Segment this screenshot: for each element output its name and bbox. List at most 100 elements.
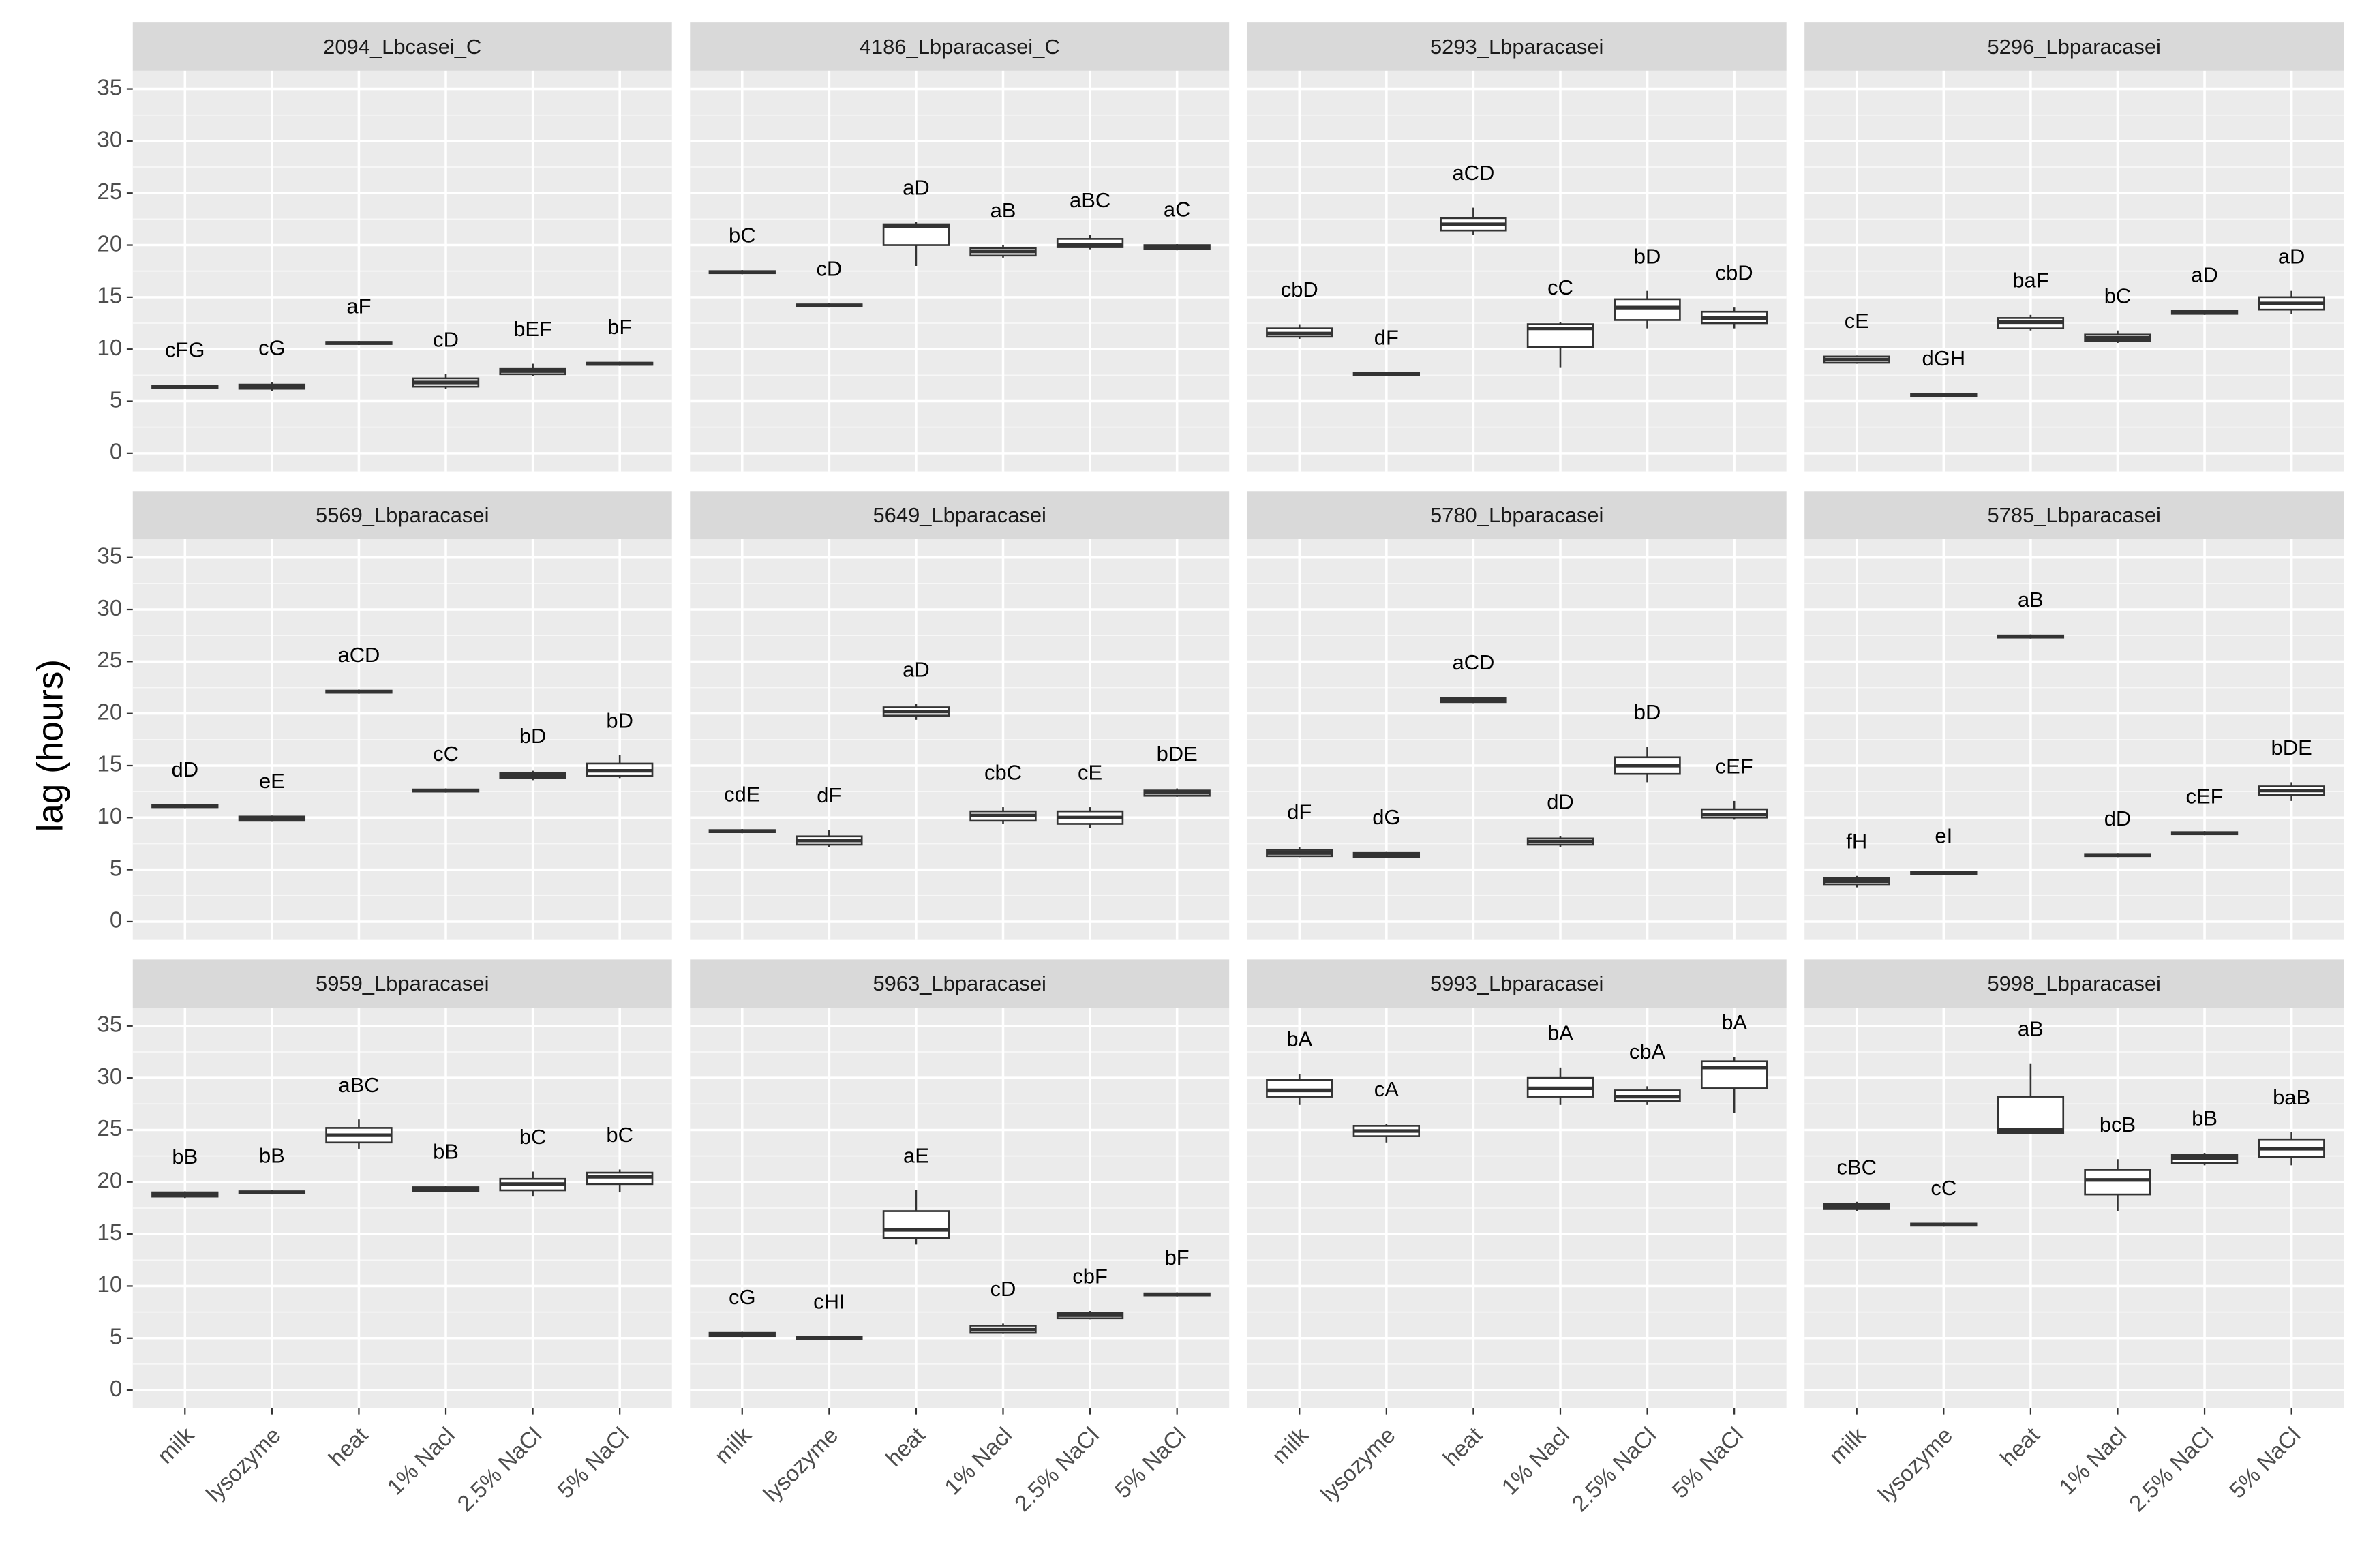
group-label: fH bbox=[1846, 829, 1867, 853]
group-label: bC bbox=[729, 224, 756, 247]
group-label: aD bbox=[2278, 244, 2305, 268]
x-tick-label: milk bbox=[1267, 1423, 1314, 1469]
x-tick-label: 1% Nacl bbox=[2055, 1423, 2132, 1500]
group-label: dF bbox=[1287, 800, 1312, 824]
strip-title: 5293_Lbparacasei bbox=[1430, 35, 1603, 59]
group-label: dD bbox=[2104, 806, 2132, 830]
group-label: aCD bbox=[1452, 161, 1494, 185]
y-tick-label: 20 bbox=[97, 699, 122, 725]
y-tick-label: 15 bbox=[97, 752, 122, 777]
group-label: aB bbox=[2018, 1016, 2044, 1040]
box bbox=[882, 1210, 950, 1239]
group-label: cEF bbox=[2186, 785, 2224, 809]
y-tick-label: 0 bbox=[110, 440, 122, 465]
group-label: bD bbox=[1634, 700, 1661, 724]
strip-title: 2094_Lbcasei_C bbox=[323, 35, 481, 59]
x-tick-label: lysozyme bbox=[759, 1423, 843, 1507]
group-label: cbD bbox=[1716, 261, 1753, 285]
group-label: bB bbox=[433, 1139, 459, 1163]
box bbox=[1266, 1079, 1333, 1098]
group-label: cFG bbox=[165, 338, 205, 362]
group-label: dG bbox=[1372, 805, 1400, 829]
strip bbox=[132, 22, 672, 71]
group-label: cC bbox=[1931, 1176, 1956, 1200]
group-label: dF bbox=[817, 783, 841, 807]
strip bbox=[1247, 22, 1787, 71]
x-tick-label: heat bbox=[324, 1423, 373, 1472]
group-label: dD bbox=[172, 757, 199, 781]
y-tick-label: 10 bbox=[97, 335, 122, 361]
y-tick-label: 35 bbox=[97, 1012, 122, 1038]
group-label: aCD bbox=[1452, 650, 1494, 674]
x-tick-label: lysozyme bbox=[202, 1423, 286, 1507]
x-tick-label: 5% NaCl bbox=[2225, 1423, 2306, 1504]
y-tick-label: 20 bbox=[97, 1169, 122, 1194]
group-label: cbA bbox=[1629, 1040, 1666, 1064]
strip bbox=[1804, 959, 2344, 1008]
strip-title: 5959_Lbparacasei bbox=[316, 971, 489, 995]
group-label: bDE bbox=[2271, 736, 2312, 759]
group-label: dF bbox=[1374, 325, 1399, 349]
strip-title: 5296_Lbparacasei bbox=[1987, 35, 2160, 59]
group-label: aB bbox=[2018, 588, 2044, 612]
x-tick-label: 5% NaCl bbox=[1667, 1423, 1748, 1504]
group-label: bcB bbox=[2100, 1113, 2136, 1136]
group-label: cD bbox=[816, 257, 842, 281]
group-label: bD bbox=[1634, 244, 1661, 268]
group-label: bD bbox=[606, 708, 633, 732]
group-label: cC bbox=[1547, 275, 1573, 299]
group-label: bA bbox=[1286, 1027, 1312, 1051]
x-tick-label: lysozyme bbox=[1873, 1423, 1958, 1507]
y-tick-label: 5 bbox=[110, 387, 122, 412]
group-label: bB bbox=[2192, 1106, 2217, 1130]
group-label: bC bbox=[606, 1123, 633, 1147]
strip bbox=[1804, 22, 2344, 71]
x-tick-label: 5% NaCl bbox=[1110, 1423, 1192, 1504]
group-label: aC bbox=[1164, 198, 1191, 222]
strip-title: 5785_Lbparacasei bbox=[1987, 503, 2160, 527]
group-label: dGH bbox=[1922, 346, 1966, 370]
group-label: baB bbox=[2273, 1085, 2310, 1109]
y-tick-label: 35 bbox=[97, 75, 122, 100]
y-tick-label: 25 bbox=[97, 1116, 122, 1141]
strip bbox=[1804, 491, 2344, 539]
strip bbox=[690, 22, 1230, 71]
y-tick-label: 10 bbox=[97, 804, 122, 829]
group-label: eE bbox=[259, 769, 285, 793]
group-label: cbF bbox=[1072, 1265, 1108, 1288]
strip-title: 5993_Lbparacasei bbox=[1430, 971, 1603, 995]
strip-title: 4186_Lbparacasei_C bbox=[860, 35, 1060, 59]
strip bbox=[690, 959, 1230, 1008]
y-tick-label: 5 bbox=[110, 856, 122, 881]
group-label: aF bbox=[346, 295, 371, 318]
y-axis-label: lag (hours) bbox=[31, 659, 71, 832]
y-tick-label: 30 bbox=[97, 596, 122, 621]
x-tick-label: lysozyme bbox=[1316, 1423, 1401, 1507]
group-label: cD bbox=[990, 1277, 1016, 1301]
group-label: bC bbox=[2104, 284, 2132, 307]
y-tick-label: 10 bbox=[97, 1272, 122, 1297]
group-label: cBC bbox=[1837, 1155, 1877, 1179]
strip bbox=[1247, 959, 1787, 1008]
group-label: cdE bbox=[724, 783, 760, 806]
group-label: aCD bbox=[338, 643, 380, 667]
group-label: bC bbox=[519, 1125, 547, 1149]
x-tick-label: heat bbox=[881, 1423, 930, 1472]
box bbox=[1700, 1060, 1768, 1089]
group-label: bDE bbox=[1157, 742, 1198, 766]
group-label: bA bbox=[1547, 1021, 1573, 1044]
group-label: aBC bbox=[1070, 188, 1110, 212]
box bbox=[1614, 298, 1681, 321]
strip-title: 5998_Lbparacasei bbox=[1987, 971, 2160, 995]
strip bbox=[132, 959, 672, 1008]
strip bbox=[1247, 491, 1787, 539]
group-label: cHI bbox=[813, 1289, 845, 1313]
x-tick-label: 2.5% NaCl bbox=[1567, 1423, 1661, 1517]
box bbox=[1997, 1096, 2065, 1134]
y-tick-label: 0 bbox=[110, 908, 122, 933]
group-label: aE bbox=[903, 1144, 929, 1168]
x-tick-label: 5% NaCl bbox=[553, 1423, 634, 1504]
group-label: aBC bbox=[338, 1073, 379, 1097]
group-label: bA bbox=[1721, 1010, 1747, 1034]
